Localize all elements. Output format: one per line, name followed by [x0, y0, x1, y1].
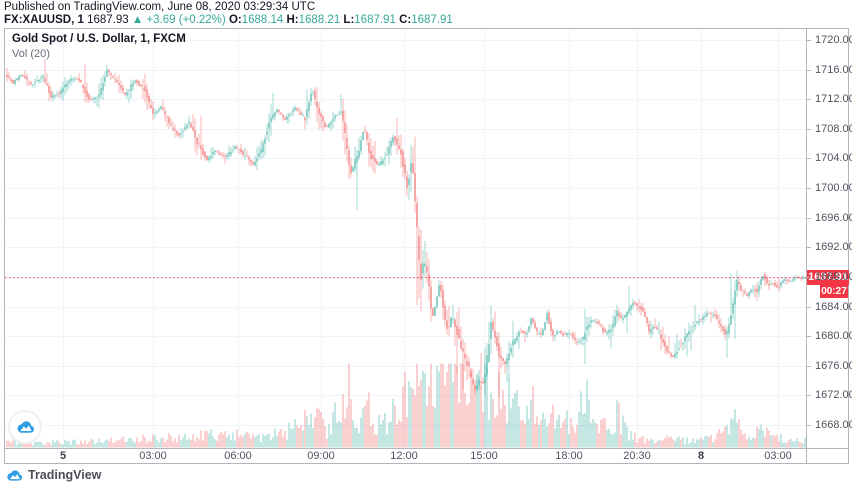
published-line: Published on TradingView.com, June 08, 2…: [4, 1, 316, 13]
price-tick-label: 1676.00: [815, 360, 852, 372]
price-tick-label: 1704.00: [815, 152, 852, 164]
h-gridline: [5, 218, 806, 219]
v-gridline: [153, 29, 154, 448]
time-tick-label: 18:00: [555, 450, 583, 462]
cloud-logo-icon: [17, 421, 34, 433]
low-value: 1687.91: [354, 14, 396, 26]
price-tick-label: 1684.00: [815, 301, 852, 313]
high-value: 1688.21: [298, 14, 341, 26]
axis-corner: [806, 448, 848, 463]
time-tick-label: 5: [59, 450, 67, 462]
v-gridline: [238, 29, 239, 448]
high-label: H:: [286, 14, 299, 26]
price-tick-label: 1712.00: [815, 93, 852, 105]
h-gridline: [5, 247, 806, 248]
time-tick-label: 20:30: [623, 450, 651, 462]
time-tick-label: 06:00: [224, 450, 252, 462]
price-tick-label: 1688.00: [815, 271, 852, 283]
price-tick-mark: [807, 158, 811, 159]
symbol-name[interactable]: FX:XAUUSD, 1: [4, 14, 84, 26]
price-tick-mark: [807, 188, 811, 189]
price-axis[interactable]: 1687.91 00:27 1720.00 1716.00 1712.00 1708.…: [806, 29, 852, 448]
v-gridline: [484, 29, 485, 448]
price-change: +3.69 (+0.22%): [146, 14, 226, 26]
time-tick-label: 15:00: [470, 450, 498, 462]
open-label: O:: [228, 14, 242, 26]
price-tick-label: 1672.00: [815, 389, 852, 401]
h-gridline: [5, 99, 806, 100]
up-arrow-icon: ▲: [131, 14, 144, 26]
price-tick-mark: [807, 395, 811, 396]
v-gridline: [63, 29, 64, 448]
h-gridline: [5, 366, 806, 367]
time-tick-label: 09:00: [307, 450, 335, 462]
price-tick-mark: [807, 99, 811, 100]
h-gridline: [5, 129, 806, 130]
candlestick-volume-plot: [5, 59, 806, 448]
v-gridline: [778, 29, 779, 448]
v-gridline: [701, 29, 702, 448]
price-tick-mark: [807, 277, 811, 278]
open-value: 1688.14: [241, 14, 284, 26]
price-tick-mark: [807, 40, 811, 41]
last-price-axis-label: 1687.91: [807, 270, 849, 285]
price-tick-mark: [807, 307, 811, 308]
h-gridline: [5, 188, 806, 189]
h-gridline: [5, 40, 806, 41]
chart-container: Gold Spot / U.S. Dollar, 1, FXCM Vol (20…: [4, 28, 852, 464]
price-tick-mark: [807, 366, 811, 367]
chart-title: Gold Spot / U.S. Dollar, 1, FXCM: [12, 33, 186, 45]
v-gridline: [404, 29, 405, 448]
h-gridline: [5, 336, 806, 337]
volume-indicator-label[interactable]: Vol (20): [12, 48, 50, 60]
price-tick-label: 1696.00: [815, 212, 852, 224]
price-tick-mark: [807, 425, 811, 426]
price-tick-mark: [807, 218, 811, 219]
h-gridline: [5, 158, 806, 159]
low-label: L:: [343, 14, 355, 26]
price-tick-mark: [807, 70, 811, 71]
tradingview-footer-logo[interactable]: TradingView: [6, 468, 101, 482]
bar-countdown: 00:27: [820, 285, 848, 298]
brand-name: TradingView: [28, 468, 102, 482]
v-gridline: [321, 29, 322, 448]
cloud-logo-icon: [7, 469, 23, 481]
time-axis[interactable]: 5 03:00 06:00 09:00 12:00 15:00 18:00 20:30 8 03:…: [5, 448, 806, 463]
h-gridline: [5, 395, 806, 396]
last-price-value: 1687.93: [87, 14, 129, 26]
h-gridline: [5, 70, 806, 71]
price-tick-mark: [807, 129, 811, 130]
time-tick-label: 03:00: [139, 450, 167, 462]
price-tick-label: 1708.00: [815, 123, 852, 135]
price-tick-label: 1692.00: [815, 241, 852, 253]
price-tick-mark: [807, 247, 811, 248]
h-gridline: [5, 307, 806, 308]
price-tick-label: 1680.00: [815, 330, 852, 342]
tradingview-watermark: [8, 410, 42, 444]
time-tick-label: 8: [697, 450, 705, 462]
close-value: 1687.91: [411, 14, 453, 26]
close-label: C:: [399, 14, 412, 26]
price-tick-label: 1716.00: [815, 64, 852, 76]
time-tick-label: 12:00: [390, 450, 418, 462]
price-tick-label: 1700.00: [815, 182, 852, 194]
h-gridline: [5, 425, 806, 426]
price-tick-label: 1668.00: [815, 419, 852, 431]
symbol-ohlc-line: FX:XAUUSD, 1 1687.93 ▲ +3.69 (+0.22%) O:…: [4, 14, 453, 26]
price-tick-mark: [807, 336, 811, 337]
price-pane[interactable]: Gold Spot / U.S. Dollar, 1, FXCM Vol (20…: [5, 29, 806, 448]
v-gridline: [637, 29, 638, 448]
v-gridline: [569, 29, 570, 448]
price-tick-label: 1720.00: [815, 34, 852, 46]
time-tick-label: 03:00: [764, 450, 792, 462]
